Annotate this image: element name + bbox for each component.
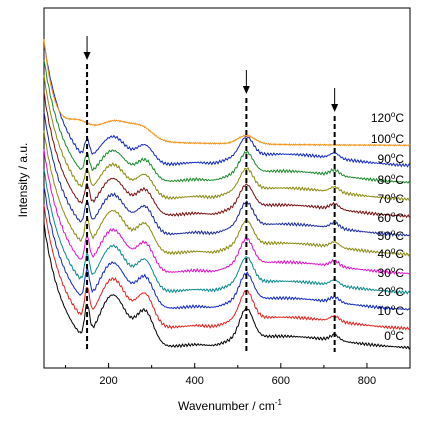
x-tick-label: 400: [186, 375, 204, 387]
x-tick-label: 200: [99, 375, 117, 387]
series-label: 0oC: [384, 328, 404, 343]
x-tick-label: 800: [358, 375, 376, 387]
series-label: 30oC: [378, 265, 405, 280]
series-line: [43, 130, 411, 257]
series-lines: [43, 39, 411, 350]
x-axis-title: Wavenumber / cm-1: [178, 398, 283, 413]
series-line: [43, 92, 411, 219]
y-axis-title: Intensity / a.u.: [16, 143, 30, 218]
series-label: 90oC: [378, 151, 405, 166]
peak-arrow-head: [242, 86, 250, 94]
series-line: [43, 169, 411, 295]
series-line: [43, 42, 411, 168]
peak-markers: [83, 36, 339, 352]
series-label: 40oC: [378, 246, 405, 261]
series-label: 70oC: [378, 191, 405, 206]
series-line: [43, 149, 411, 275]
x-tick-label: 600: [272, 375, 290, 387]
series-line: [43, 186, 411, 311]
series-label: 100oC: [371, 131, 404, 146]
series-label: 20oC: [378, 284, 405, 299]
series-line: [43, 111, 411, 237]
x-axis-ticks: 200 400 600 800: [65, 363, 411, 387]
plot-area-border: [43, 7, 411, 369]
plot-frame: [43, 7, 411, 369]
series-label: 10oC: [378, 303, 405, 318]
series-line: [43, 39, 411, 147]
peak-arrow-head: [331, 104, 339, 112]
series-label: 120oC: [371, 110, 404, 125]
peak-arrow-head: [83, 52, 91, 60]
series-line: [43, 204, 411, 331]
series-label: 60oC: [378, 210, 405, 225]
series-labels: 0oC 10oC 20oC 30oC 40oC 50oC 60oC 70oC 80oC 90oC 1…: [371, 110, 404, 343]
series-line: [43, 222, 411, 350]
series-label: 80oC: [378, 172, 405, 187]
series-line: [43, 75, 411, 202]
series-label: 50oC: [378, 228, 405, 243]
series-line: [43, 59, 411, 184]
